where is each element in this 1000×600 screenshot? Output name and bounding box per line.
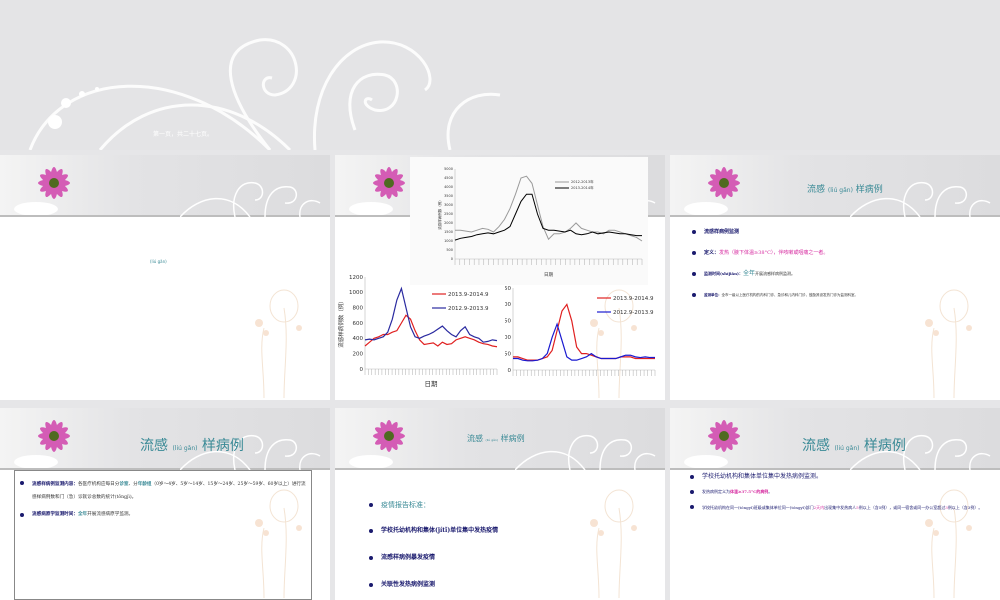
floral-corner-decoration [590, 289, 637, 398]
floral-corner-decoration [925, 489, 972, 598]
floral-corner-decoration [255, 489, 302, 598]
swirl-ornament [180, 181, 321, 217]
series-line [364, 286, 498, 343]
chart-panel-top: 0 500 1000 1500 2000 2500 3000 3500 4000 4500 5000… [410, 157, 648, 285]
y-tick-label: 4500 [444, 176, 453, 180]
bullet-item: 学校托幼机构和集体(jítǐ)单位集中发热疫情 [367, 526, 651, 536]
x-axis-label: 日期 [544, 272, 553, 278]
y-tick-label: 2500 [444, 212, 453, 216]
y-tick-label: 1000 [444, 239, 453, 243]
y-tick-label: 1500 [444, 230, 453, 234]
chart-right: 0 50 100 150 200 250 2013.9-2014.9 2012.9-2013.… [501, 286, 656, 376]
y-tick-label: 150 [505, 319, 511, 325]
daisy-flower-icon [684, 167, 740, 215]
legend-label: 2012.9-2013.9 [448, 306, 489, 312]
y-tick-label: 0 [360, 367, 364, 373]
current-slide-preview: 第一页，共二十七页。 [0, 0, 1000, 150]
daisy-flower-icon [684, 420, 740, 468]
legend-label: 2013.9-2014.9 [613, 296, 654, 302]
y-tick-label: 2000 [444, 221, 453, 225]
bullet-list: 流感样病例监测 定义：发热（腋下体温≥38°C），伴咳嗽或咽痛之一者。 监测时间… [690, 227, 986, 300]
y-tick-label: 5000 [444, 167, 453, 171]
chart-left: 0 200 400 600 800 1000 1200 日期 流感样病例数（例） 2013.9-2… [337, 275, 498, 388]
y-tick-label: 400 [353, 336, 364, 342]
chart-panel-left: 0 200 400 600 800 1000 1200 日期 流感样病例数（例） 2013.9-2… [337, 269, 502, 397]
slide-header [0, 155, 330, 217]
y-tick-label: 600 [353, 321, 364, 327]
slide-thumbnail-6[interactable]: 流感 (liú gǎn) 样病例 学校托幼机构和集体单位集中发热病例监测。 发热… [670, 408, 1000, 600]
y-tick-label: 50 [505, 351, 511, 357]
y-tick-label: 100 [505, 335, 511, 341]
series-line [364, 314, 498, 348]
chart-panel-right: 0 50 100 150 200 250 2013.9-2014.9 2012.9-2013.… [501, 280, 660, 395]
swirl-ornament [180, 434, 321, 470]
slide-thumbnail-1[interactable]: (liú gǎn) [0, 155, 330, 400]
bullet-item: 学校托幼机构和集体单位集中发热病例监测。 [688, 472, 986, 482]
y-tick-label: 1000 [349, 290, 363, 296]
legend-label: 2013.9-2014.9 [448, 292, 489, 298]
slide-title: 流感 (liú gǎn) 样病例 [467, 434, 525, 443]
y-tick-label: 500 [446, 248, 453, 252]
y-tick-label: 0 [508, 368, 512, 374]
y-tick-label: 3500 [444, 194, 453, 198]
slide-header [670, 408, 1000, 470]
swirl-ornament [515, 434, 656, 470]
floral-corner-decoration [590, 489, 637, 598]
slide-header [0, 408, 330, 470]
series-line [455, 175, 643, 242]
y-tick-label: 200 [353, 352, 364, 358]
bullet-item: 监测时间(shíjiān)：全年开展流感样病例监测。 [690, 269, 986, 279]
legend-label: 2013-2014年 [571, 185, 594, 190]
y-tick-label: 800 [353, 306, 364, 312]
bullet-list: 学校托幼机构和集体单位集中发热病例监测。 发热病例定义为体温≥37.5°C的病例… [688, 472, 986, 513]
bullet-item: 流感样病例暴发疫情 [367, 553, 651, 563]
swirl-ornament [850, 181, 991, 217]
x-axis-label: 日期 [425, 380, 439, 388]
bullet-item: 监测单位：全市一级以上医疗机构的内科门诊、急诊和儿内科门诊，鼓励其设发热门诊为监… [690, 290, 986, 300]
slide-thumbnail-5[interactable]: 流感 (liú gǎn) 样病例 疫情报告标准： 学校托幼机构和集体(jítǐ)… [335, 408, 665, 600]
floral-corner-decoration [925, 289, 972, 398]
y-tick-label: 200 [505, 302, 511, 308]
bullet-list: 疫情报告标准： 学校托幼机构和集体(jítǐ)单位集中发热疫情 流感样病例暴发疫… [367, 500, 651, 590]
slide-subtitle: (liú gǎn) [150, 259, 167, 264]
chart-top: 0 500 1000 1500 2000 2500 3000 3500 4000 4500 5000… [437, 167, 643, 278]
swirl-ornament [28, 38, 501, 150]
y-tick-label: 0 [451, 257, 453, 261]
bullet-item: 学校托幼机构在同一(tóngyī)班级或集体单位同一(tóngyī)部门2天内出… [688, 502, 986, 513]
daisy-flower-icon [349, 420, 405, 468]
floral-corner-decoration [255, 289, 302, 398]
bullet-item: 发热病例定义为体温≥37.5°C的病例。 [688, 487, 986, 497]
slide-title: 流感 (liú gǎn) 样病例 [802, 438, 906, 454]
y-tick-label: 1200 [349, 275, 363, 281]
slide-header [335, 408, 665, 470]
series-line [454, 193, 642, 241]
bullet-list: 流感样病例监测内容：各医疗机构应每日分诊室、分年龄组（0岁～4岁、5岁～14岁、… [18, 478, 310, 520]
slide-thumbnail-2[interactable]: 0 500 1000 1500 2000 2500 3000 3500 4000 4500 5000… [335, 155, 665, 400]
bullet-item: 关联性发热病例监测 [367, 580, 651, 590]
bullet-item: 定义：发热（腋下体温≥38°C），伴咳嗽或咽痛之一者。 [690, 248, 986, 258]
swirl-ornament [850, 434, 991, 470]
slide-header [670, 155, 1000, 217]
slide-thumbnail-3[interactable]: 流感 (liú gǎn) 样病例 流感样病例监测 定义：发热（腋下体温≥38°C… [670, 155, 1000, 400]
daisy-flower-icon [14, 167, 70, 215]
y-tick-label: 4000 [444, 185, 453, 189]
daisy-flower-icon [14, 420, 70, 468]
bullet-item: 流感样病例监测内容：各医疗机构应每日分诊室、分年龄组（0岁～4岁、5岁～14岁、… [18, 478, 310, 504]
bullet-item: 流感病原学监测时间：全年开展流感病原学监测。 [18, 510, 310, 520]
slide-title: 流感 (liú gǎn) 样病例 [140, 438, 244, 454]
bullet-item: 流感样病例监测 [690, 227, 986, 237]
series-line [513, 322, 655, 362]
y-tick-label: 250 [505, 286, 511, 292]
bullet-item: 疫情报告标准： [367, 500, 651, 510]
daisy-flower-icon [349, 167, 405, 215]
slide-title: 流感 (liú gǎn) 样病例 [807, 185, 883, 195]
page-counter: 第一页，共二十七页。 [153, 131, 214, 138]
y-axis-label: 流感样病例数（例） [437, 198, 442, 230]
legend-label: 2012.9-2013.9 [613, 310, 654, 316]
legend-label: 2012-2013年 [571, 179, 594, 184]
slide-thumbnail-4[interactable]: 流感 (liú gǎn) 样病例 流感样病例监测内容：各医疗机构应每日分诊室、分… [0, 408, 330, 600]
y-axis-label: 流感样病例数（例） [337, 298, 345, 348]
y-tick-label: 3000 [444, 203, 453, 207]
